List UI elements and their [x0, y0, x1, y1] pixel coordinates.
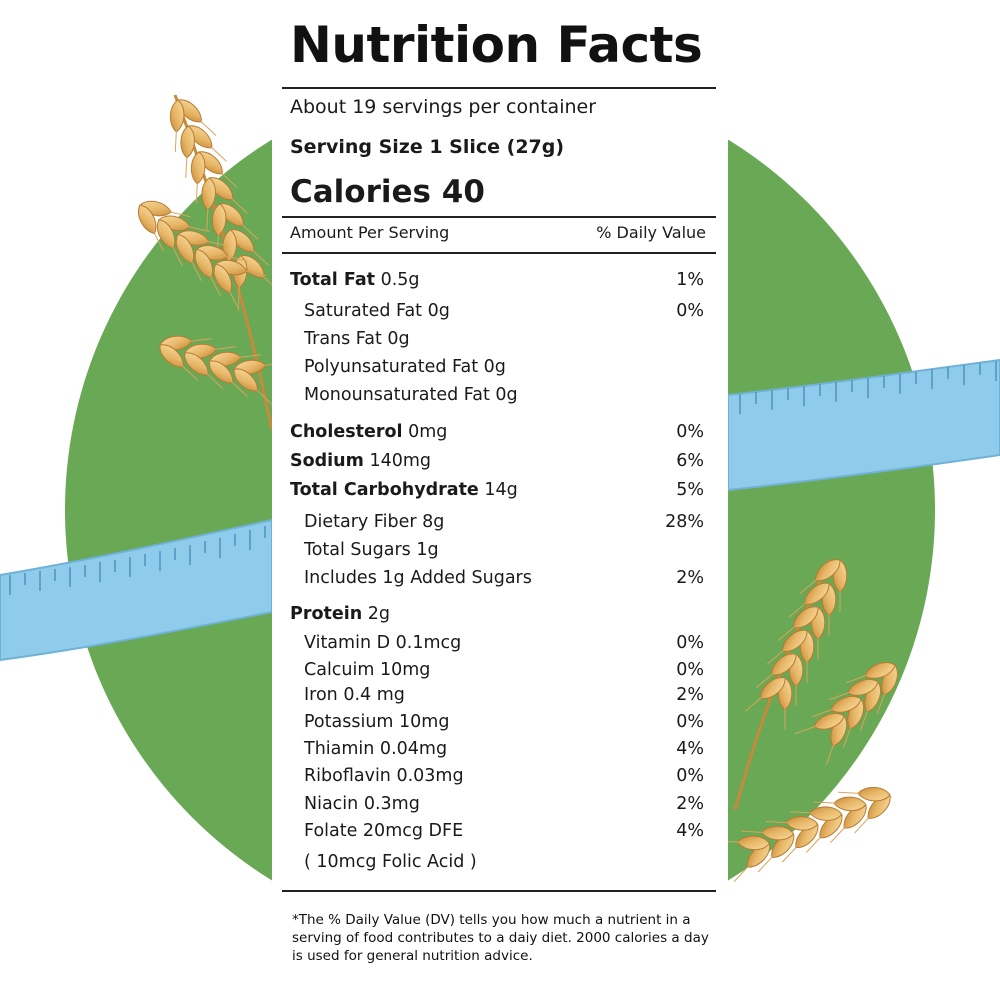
wheat-stalk-right-upper [733, 554, 848, 811]
nutrient-daily-value: 28% [665, 512, 704, 532]
nutrient-amount: 0.5g [380, 270, 420, 290]
nutrient-daily-value: 5% [676, 480, 704, 500]
nutrient-daily-value: 6% [676, 451, 704, 471]
nutrient-name: Total Sugars 1g [304, 540, 439, 560]
nutrient-row: Potassium 10mg 0% [290, 710, 704, 734]
daily-value-header: % Daily Value [596, 223, 706, 242]
measuring-tape-left [0, 518, 273, 662]
nutrient-daily-value: 0% [676, 712, 704, 732]
nutrient-name: Calcuim 10mg [304, 660, 431, 680]
nutrient-row: Riboflavin 0.03mg 0% [290, 764, 704, 788]
bottom-divider [282, 890, 716, 892]
nutrient-amount: 2g [367, 604, 390, 624]
nutrient-name: Trans Fat 0g [304, 329, 410, 349]
daily-value-footnote: *The % Daily Value (DV) tells you how mu… [292, 912, 709, 964]
serving-size: Serving Size 1 Slice (27g) [290, 136, 565, 158]
nutrient-row: Dietary Fiber 8g 28% [290, 510, 704, 534]
nutrient-row: Vitamin D 0.1mcg 0% [290, 631, 704, 655]
nutrient-amount: 140mg [369, 451, 431, 471]
wheat-stalk-top-left [168, 94, 285, 431]
nutrient-name: Includes 1g Added Sugars [304, 568, 532, 588]
nutrient-daily-value: 1% [676, 270, 704, 290]
nutrient-name: Polyunsaturated Fat 0g [304, 357, 506, 377]
nutrient-label: Cholesterol [290, 422, 403, 442]
nutrient-amount: 0mg [408, 422, 448, 442]
nutrient-amount: 14g [484, 480, 518, 500]
nutrient-name: Total Fat 0.5g [290, 268, 420, 292]
nutrient-label: Sodium [290, 451, 364, 471]
nutrient-row: Total Fat 0.5g 1% [290, 268, 704, 292]
nutrient-name: Total Carbohydrate 14g [290, 478, 518, 502]
nutrient-name: Saturated Fat 0g [304, 301, 450, 321]
nutrient-daily-value: 2% [676, 794, 704, 814]
nutrient-row: Total Carbohydrate 14g 5% [290, 478, 704, 502]
nutrient-name: Thiamin 0.04mg [304, 739, 448, 759]
label-title: Nutrition Facts [290, 16, 703, 74]
nutrient-daily-value: 0% [676, 766, 704, 786]
nutrient-name: Niacin 0.3mg [304, 794, 420, 814]
nutrient-row: Protein 2g [290, 602, 704, 626]
nutrient-daily-value: 0% [676, 422, 704, 442]
nutrient-daily-value: 0% [676, 633, 704, 653]
header-divider [282, 252, 716, 254]
nutrient-name: Monounsaturated Fat 0g [304, 385, 518, 405]
measuring-tape-right [727, 358, 1000, 492]
nutrient-row: ( 10mcg Folic Acid ) [290, 850, 704, 874]
nutrition-label-panel: Nutrition Facts About 19 servings per co… [272, 0, 728, 1000]
nutrient-row: Polyunsaturated Fat 0g [290, 355, 704, 379]
nutrient-name: Riboflavin 0.03mg [304, 766, 464, 786]
title-divider [282, 87, 716, 89]
nutrient-row: Calcuim 10mg 0% [290, 658, 704, 682]
nutrient-row: Sodium 140mg 6% [290, 449, 704, 473]
nutrient-row: Includes 1g Added Sugars 2% [290, 566, 704, 590]
nutrient-daily-value: 0% [676, 301, 704, 321]
nutrient-name: Vitamin D 0.1mcg [304, 633, 462, 653]
nutrient-label: Total Carbohydrate [290, 480, 479, 500]
nutrient-row: Niacin 0.3mg 2% [290, 792, 704, 816]
servings-per-container: About 19 servings per container [290, 96, 597, 118]
calories: Calories 40 [290, 174, 485, 210]
nutrient-label: Total Fat [290, 270, 376, 290]
nutrient-row: Trans Fat 0g [290, 327, 704, 351]
nutrient-name: Cholesterol 0mg [290, 420, 447, 444]
nutrient-row: Thiamin 0.04mg 4% [290, 737, 704, 761]
amount-per-serving-header: Amount Per Serving [290, 223, 450, 242]
nutrient-daily-value: 4% [676, 821, 704, 841]
nutrient-daily-value: 4% [676, 739, 704, 759]
calories-divider [282, 216, 716, 218]
nutrient-daily-value: 2% [676, 685, 704, 705]
nutrient-label: Protein [290, 604, 363, 624]
nutrient-daily-value: 0% [676, 660, 704, 680]
nutrient-name: ( 10mcg Folic Acid ) [304, 852, 477, 872]
nutrient-name: Potassium 10mg [304, 712, 450, 732]
nutrient-name: Iron 0.4 mg [304, 685, 405, 705]
nutrient-name: Folate 20mcg DFE [304, 821, 464, 841]
nutrient-name: Protein 2g [290, 602, 390, 626]
nutrient-row: Folate 20mcg DFE 4% [290, 819, 704, 843]
nutrient-row: Saturated Fat 0g 0% [290, 299, 704, 323]
column-header-row: Amount Per Serving % Daily Value [290, 222, 706, 244]
nutrient-row: Cholesterol 0mg 0% [290, 420, 704, 444]
nutrient-row: Monounsaturated Fat 0g [290, 383, 704, 407]
nutrient-name: Sodium 140mg [290, 449, 431, 473]
nutrient-name: Dietary Fiber 8g [304, 512, 445, 532]
nutrient-row: Iron 0.4 mg 2% [290, 683, 704, 707]
nutrient-daily-value: 2% [676, 568, 704, 588]
nutrient-row: Total Sugars 1g [290, 538, 704, 562]
